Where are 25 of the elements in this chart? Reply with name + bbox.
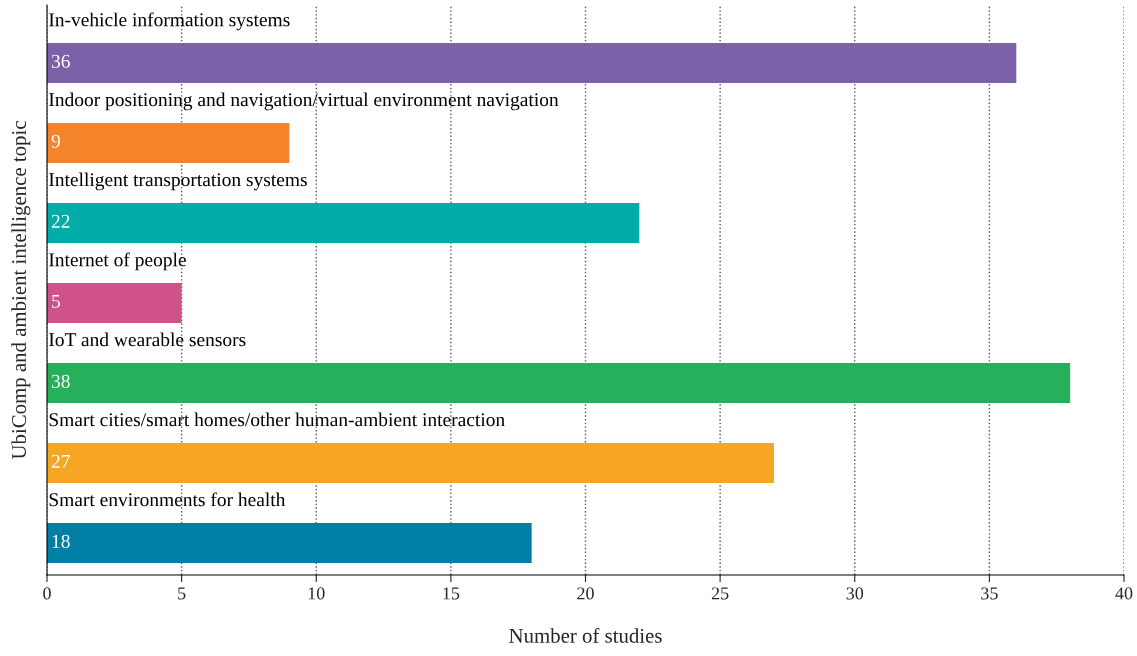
data-label: 18 (52, 534, 70, 548)
y-tick-label: Indoor positioning and navigation/virtual environment navigation (49, 92, 559, 111)
data-label: 22 (51, 214, 70, 228)
y-axis-title: UbiComp and ambient intelligence topic (11, 121, 31, 460)
x-tick-label: 25 (711, 587, 729, 600)
x-tick-label: 30 (846, 587, 864, 600)
data-label: 38 (51, 374, 70, 388)
data-label: 36 (51, 54, 70, 68)
x-tick-label: 20 (577, 587, 594, 600)
data-label: 9 (51, 134, 60, 148)
y-tick-label: Smart environments for health (49, 492, 286, 507)
x-tick-label: 40 (1115, 587, 1133, 600)
x-tick-label: 35 (981, 587, 998, 600)
y-tick-label: Internet of people (49, 252, 186, 271)
x-tick-label: 5 (178, 587, 186, 600)
x-tick-label: 0 (43, 587, 51, 600)
y-tick-label: Intelligent transportation systems (49, 172, 307, 191)
data-label: 5 (52, 294, 60, 308)
x-tick-label: 15 (443, 587, 460, 600)
x-tick-label: 10 (308, 587, 325, 600)
x-axis-title: Number of studies (509, 627, 662, 643)
y-tick-label: In-vehicle information systems (49, 12, 290, 31)
y-tick-label: Smart cities/smart homes/other human-ambient interaction (49, 412, 505, 427)
y-tick-label: IoT and wearable sensors (49, 332, 246, 347)
data-label: 27 (51, 454, 70, 468)
